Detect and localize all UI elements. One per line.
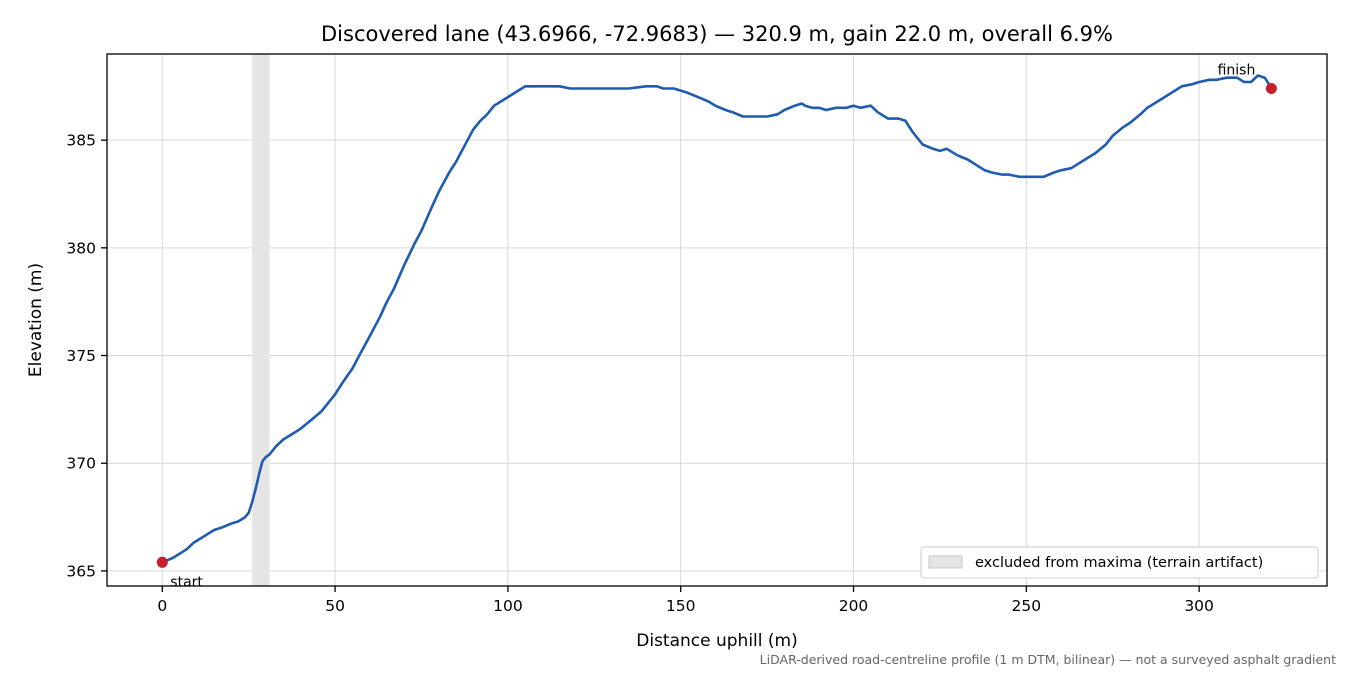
x-tick-label-50: 50 — [325, 597, 345, 615]
finish-label: finish — [1218, 62, 1256, 78]
excluded-region — [252, 54, 270, 586]
x-tick-label-250: 250 — [1012, 597, 1042, 615]
start-point — [156, 556, 168, 568]
legend-swatch-excluded — [928, 555, 963, 569]
profile-line-layer — [161, 74, 1273, 564]
plot-frame — [106, 53, 1328, 587]
x-tick-label-150: 150 — [666, 597, 696, 615]
y-tick-label-365: 365 — [66, 562, 96, 580]
excluded-region-layer — [252, 54, 270, 586]
y-tick-label-375: 375 — [66, 347, 96, 365]
y-axis-label: Elevation (m) — [26, 263, 46, 377]
grid-lines — [107, 54, 1327, 586]
x-tick-label-300: 300 — [1184, 597, 1214, 615]
y-tick-label-380: 380 — [66, 239, 96, 257]
x-tick-label-100: 100 — [493, 597, 523, 615]
chart-title: Discovered lane (43.6966, -72.9683) — 32… — [321, 22, 1113, 46]
legend-label-excluded: excluded from maxima (terrain artifact) — [975, 555, 1263, 571]
legend: excluded from maxima (terrain artifact) — [920, 546, 1319, 579]
y-axis-ticks: 365 370 375 380 385 — [66, 132, 107, 580]
legend-box — [920, 546, 1319, 579]
y-tick-label-385: 385 — [66, 132, 96, 150]
finish-point — [1265, 82, 1277, 94]
x-tick-label-200: 200 — [839, 597, 869, 615]
elevation-line-0 — [161, 74, 1273, 564]
x-axis-ticks: 0 50 100 150 200 250 300 — [157, 586, 1214, 615]
start-label: start — [170, 574, 203, 590]
x-axis-label: Distance uphill (m) — [636, 631, 797, 651]
y-tick-label-370: 370 — [66, 455, 96, 473]
footnote: LiDAR-derived road-centreline profile (1… — [760, 652, 1336, 667]
x-tick-label-0: 0 — [157, 597, 167, 615]
